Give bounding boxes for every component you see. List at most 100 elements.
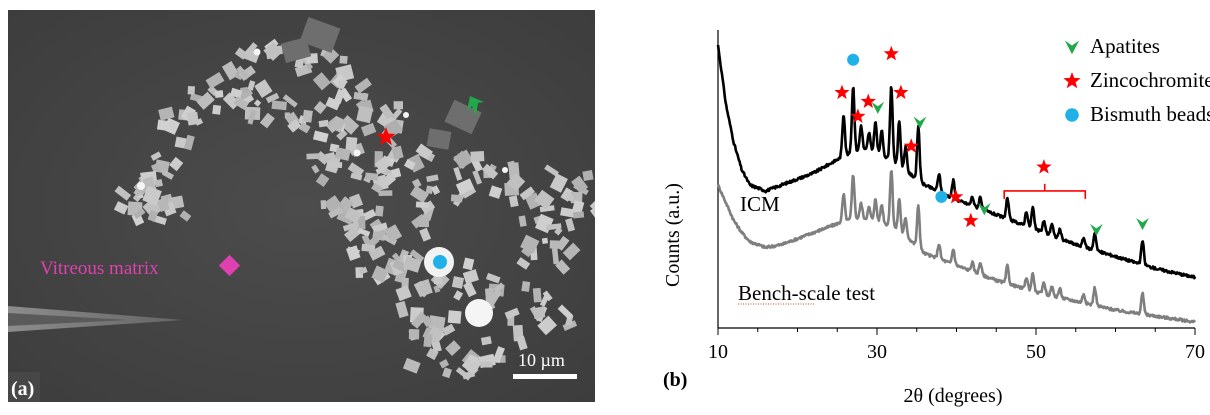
crystal <box>346 245 361 261</box>
bismuth-circle-icon <box>935 190 948 203</box>
crystal <box>150 151 162 161</box>
crystal <box>423 333 433 348</box>
crystal <box>411 178 422 189</box>
crystal <box>565 193 575 202</box>
crystal <box>383 119 403 138</box>
crystal <box>114 185 132 201</box>
crystal <box>504 307 520 320</box>
crystal <box>371 182 383 194</box>
sem-micrograph-panel: Vitreous matrix 10 µm (a) <box>8 10 595 402</box>
crystal <box>328 206 343 219</box>
crystal <box>549 173 568 193</box>
crystal <box>572 211 585 219</box>
bismuth-bead-small <box>253 48 261 56</box>
panel-b-label: (b) <box>663 369 687 391</box>
crystal <box>416 285 429 298</box>
crystal <box>426 174 439 183</box>
crystal <box>409 185 430 204</box>
crystal <box>471 158 483 173</box>
crystal <box>238 88 253 101</box>
crystal <box>372 222 388 233</box>
zincochromite-star-marker <box>376 127 396 146</box>
crystal <box>554 226 563 236</box>
apatite-triangle-icon <box>1064 40 1080 55</box>
crystal <box>508 195 519 208</box>
bismuth-circle-icon <box>1065 108 1079 122</box>
crystal <box>468 354 479 363</box>
crystal <box>562 242 581 261</box>
crystal <box>311 164 320 174</box>
crystal <box>534 189 555 210</box>
crystal <box>322 46 340 64</box>
crystal <box>347 162 365 177</box>
crystal <box>408 329 420 340</box>
crystal <box>186 111 199 126</box>
crystal <box>571 175 589 194</box>
crystal <box>230 87 243 99</box>
crystal <box>425 185 434 194</box>
crystal <box>570 191 583 204</box>
crystal <box>391 145 404 160</box>
crystal <box>433 276 443 285</box>
crystal <box>212 104 222 115</box>
crystal <box>350 172 363 181</box>
crystal <box>174 136 188 149</box>
bismuth-circle-icon <box>847 53 860 66</box>
dark-crystal <box>299 16 341 54</box>
crystal <box>480 336 492 346</box>
crystal <box>379 103 394 120</box>
crystal <box>395 285 412 302</box>
crystal <box>356 105 374 124</box>
crystal <box>361 243 376 253</box>
crystal <box>516 257 531 270</box>
zincochromite-bracket <box>1003 183 1087 199</box>
crystal <box>282 94 298 108</box>
crystal <box>539 293 550 307</box>
crystal <box>373 231 384 239</box>
crystal <box>221 61 240 81</box>
crystal <box>306 153 321 160</box>
zincochromite-star-icon <box>1063 72 1081 89</box>
crystal <box>339 55 348 64</box>
zincochromite-star-icon <box>903 138 919 153</box>
panel-a-label: (a) <box>11 378 34 400</box>
crystal <box>158 106 175 121</box>
x-tick-label: 50 <box>1026 341 1046 363</box>
crystal <box>402 357 421 374</box>
crystal <box>320 200 327 210</box>
crystal <box>518 215 527 227</box>
crystal <box>133 208 146 219</box>
zincochromite-star-icon <box>834 84 850 100</box>
crystal <box>265 92 280 104</box>
crystal <box>492 346 505 364</box>
crystal <box>326 161 343 168</box>
crystal <box>254 79 273 99</box>
crystal <box>298 122 311 134</box>
crystal <box>411 311 428 329</box>
crystal <box>345 136 358 152</box>
crystal <box>179 210 192 222</box>
crystal <box>222 92 240 110</box>
crystal <box>470 151 485 162</box>
bismuth-bead-small <box>137 182 145 190</box>
crystal <box>447 310 462 324</box>
x-tick-label: 10 <box>708 341 728 363</box>
crystal <box>330 115 346 133</box>
bench-curve-label: Bench-scale test <box>738 281 875 305</box>
crystal <box>480 361 493 368</box>
crystal <box>247 80 256 91</box>
crystal <box>312 72 331 91</box>
crystal <box>415 201 430 209</box>
crystal <box>557 304 574 320</box>
legend-label: Apatites <box>1090 34 1160 58</box>
x-tick-label: 30 <box>867 341 887 363</box>
crystal <box>259 112 275 129</box>
apatite-triangle-marker <box>467 96 484 116</box>
crystal <box>187 86 196 95</box>
crystal <box>313 100 327 115</box>
crystal <box>462 257 475 271</box>
chart-annotations <box>834 45 1149 237</box>
crystal <box>532 306 546 320</box>
crystal <box>537 315 558 336</box>
crystal <box>520 234 540 254</box>
